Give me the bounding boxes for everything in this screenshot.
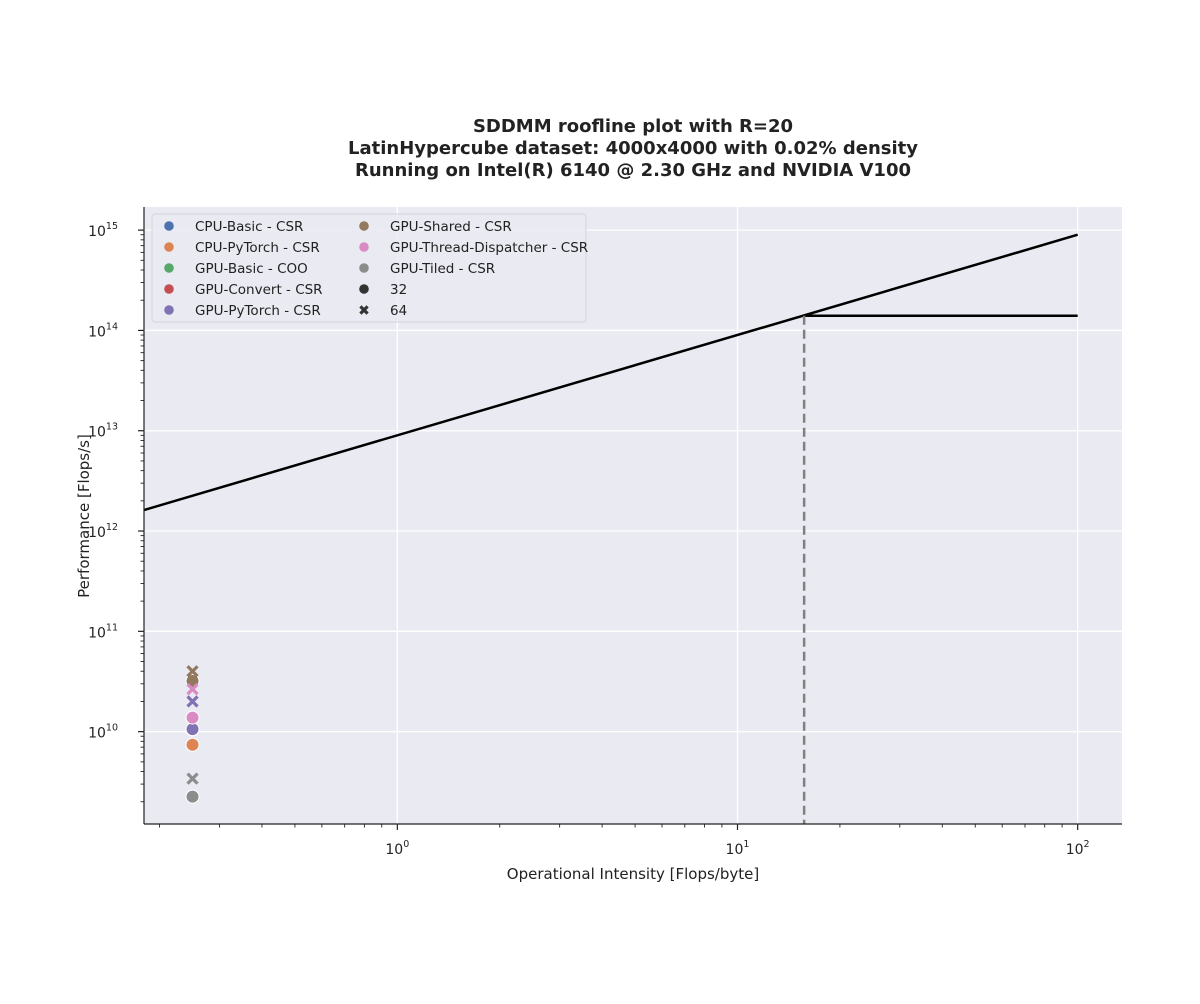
legend-marker-circle: [164, 221, 174, 231]
legend-label: GPU-PyTorch - CSR: [195, 303, 321, 319]
data-points: [185, 665, 200, 804]
data-point-circle: [185, 710, 200, 725]
legend-label: 64: [390, 303, 407, 319]
legend-marker-circle: [164, 284, 174, 294]
y-tick-label: 1013: [88, 422, 118, 441]
legend-marker-circle: [164, 305, 174, 315]
y-tick-label: 1011: [88, 622, 118, 641]
x-tick-label: 100: [385, 839, 409, 858]
title-line-3: Running on Intel(R) 6140 @ 2.30 GHz and …: [355, 160, 911, 181]
legend-label: GPU-Shared - CSR: [390, 219, 512, 235]
legend-marker-circle: [164, 263, 174, 273]
legend-label: GPU-Basic - COO: [195, 261, 308, 277]
legend-label: CPU-PyTorch - CSR: [195, 240, 320, 256]
x-axis-label: Operational Intensity [Flops/byte]: [507, 865, 759, 883]
y-axis-label: Performance [Flops/s]: [75, 434, 93, 598]
x-tick-label: 101: [726, 839, 750, 858]
y-tick-label: 1010: [88, 723, 118, 742]
legend-marker-circle: [164, 242, 174, 252]
y-tick-label: 1015: [88, 221, 118, 240]
legend-marker-circle: [359, 242, 369, 252]
data-point-circle: [185, 789, 200, 804]
axes: 100 101 102 1010 1011 1012 1013 1014 1015: [88, 207, 1122, 858]
legend-marker-circle: [359, 221, 369, 231]
y-tick-label: 1014: [88, 321, 118, 340]
legend-marker-x: [359, 305, 369, 315]
roofline: [143, 233, 1079, 824]
data-point-x: [186, 665, 199, 678]
memory-bound-line: [143, 233, 1079, 512]
legend-box: [151, 213, 587, 323]
legend-label: GPU-Convert - CSR: [195, 282, 323, 298]
title-line-1: SDDMM roofline plot with R=20: [473, 116, 793, 137]
legend-label: GPU-Tiled - CSR: [390, 261, 495, 277]
legend-label: GPU-Thread-Dispatcher - CSR: [390, 240, 588, 256]
title-line-2: LatinHypercube dataset: 4000x4000 with 0…: [348, 138, 918, 159]
data-point-x: [186, 695, 199, 708]
legend: CPU-Basic - CSR CPU-PyTorch - CSR GPU-Basi…: [151, 213, 588, 323]
x-tick-label: 102: [1066, 839, 1090, 858]
legend-label: 32: [390, 282, 407, 298]
chart-title: SDDMM roofline plot with R=20 LatinHyper…: [348, 116, 918, 181]
legend-label: CPU-Basic - CSR: [195, 219, 303, 235]
data-point-circle: [185, 737, 200, 752]
data-point-x: [186, 683, 199, 696]
data-point-x: [186, 772, 199, 785]
legend-marker-circle: [359, 284, 369, 294]
legend-marker-circle: [359, 263, 369, 273]
y-tick-label: 1012: [88, 522, 118, 541]
